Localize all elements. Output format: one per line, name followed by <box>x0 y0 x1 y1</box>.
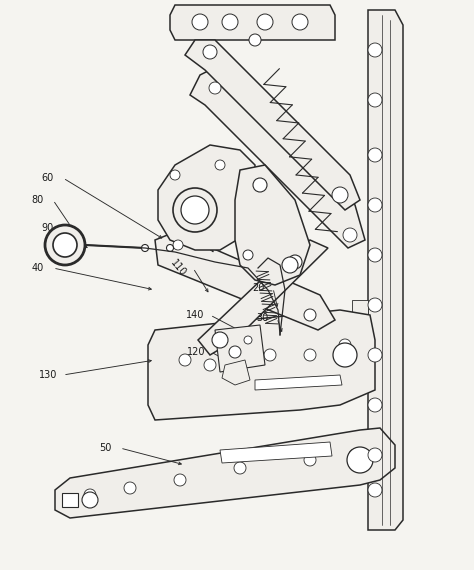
Polygon shape <box>190 65 365 248</box>
Circle shape <box>249 34 261 46</box>
Circle shape <box>368 148 382 162</box>
Circle shape <box>45 225 85 265</box>
Circle shape <box>84 489 96 501</box>
Polygon shape <box>220 442 332 463</box>
Circle shape <box>368 348 382 362</box>
Text: 30: 30 <box>256 313 268 323</box>
Circle shape <box>368 43 382 57</box>
Circle shape <box>304 349 316 361</box>
Polygon shape <box>215 325 265 372</box>
Circle shape <box>203 45 217 59</box>
Circle shape <box>53 233 77 257</box>
Polygon shape <box>198 240 328 355</box>
Polygon shape <box>155 232 335 330</box>
Text: 80: 80 <box>32 195 44 205</box>
Polygon shape <box>148 310 375 420</box>
Circle shape <box>257 14 273 30</box>
Circle shape <box>343 228 357 242</box>
Circle shape <box>282 257 298 273</box>
Circle shape <box>304 309 316 321</box>
Circle shape <box>292 14 308 30</box>
Text: 140: 140 <box>186 310 204 320</box>
Circle shape <box>170 170 180 180</box>
Circle shape <box>124 482 136 494</box>
Circle shape <box>192 14 208 30</box>
Circle shape <box>234 462 246 474</box>
Circle shape <box>339 339 351 351</box>
Circle shape <box>368 248 382 262</box>
Text: 160: 160 <box>212 163 232 183</box>
Text: 50: 50 <box>99 443 111 453</box>
Circle shape <box>243 250 253 260</box>
Text: 40: 40 <box>32 263 44 273</box>
Text: 20: 20 <box>252 283 264 293</box>
Circle shape <box>368 483 382 497</box>
Circle shape <box>368 298 382 312</box>
Circle shape <box>234 354 246 366</box>
Text: 150: 150 <box>175 219 195 241</box>
Circle shape <box>222 14 238 30</box>
Polygon shape <box>170 5 335 40</box>
Circle shape <box>304 454 316 466</box>
Polygon shape <box>368 10 403 530</box>
Circle shape <box>174 474 186 486</box>
Circle shape <box>368 93 382 107</box>
Circle shape <box>173 188 217 232</box>
Circle shape <box>347 447 373 473</box>
Polygon shape <box>158 145 255 250</box>
Polygon shape <box>235 165 310 285</box>
Circle shape <box>173 240 183 250</box>
Polygon shape <box>185 40 360 210</box>
Circle shape <box>349 449 361 461</box>
Polygon shape <box>62 493 78 507</box>
Circle shape <box>240 170 250 180</box>
Circle shape <box>166 245 173 251</box>
Circle shape <box>215 160 225 170</box>
Circle shape <box>253 178 267 192</box>
Text: 60: 60 <box>42 173 54 183</box>
Polygon shape <box>352 300 368 340</box>
Circle shape <box>209 82 221 94</box>
Polygon shape <box>255 375 342 390</box>
Text: 120: 120 <box>187 347 205 357</box>
Circle shape <box>212 332 228 348</box>
Circle shape <box>264 349 276 361</box>
Polygon shape <box>55 428 395 518</box>
Text: 130: 130 <box>39 370 57 380</box>
Circle shape <box>181 196 209 224</box>
Polygon shape <box>222 360 250 385</box>
Circle shape <box>82 492 98 508</box>
Circle shape <box>142 245 148 251</box>
Circle shape <box>368 198 382 212</box>
Circle shape <box>229 346 241 358</box>
Circle shape <box>333 343 357 367</box>
Circle shape <box>179 354 191 366</box>
Text: 90: 90 <box>42 223 54 233</box>
Circle shape <box>244 336 252 344</box>
Circle shape <box>368 398 382 412</box>
Circle shape <box>332 187 348 203</box>
Text: 110: 110 <box>168 258 188 278</box>
Circle shape <box>368 448 382 462</box>
Text: 70: 70 <box>200 170 216 186</box>
Circle shape <box>288 255 302 269</box>
Circle shape <box>204 359 216 371</box>
